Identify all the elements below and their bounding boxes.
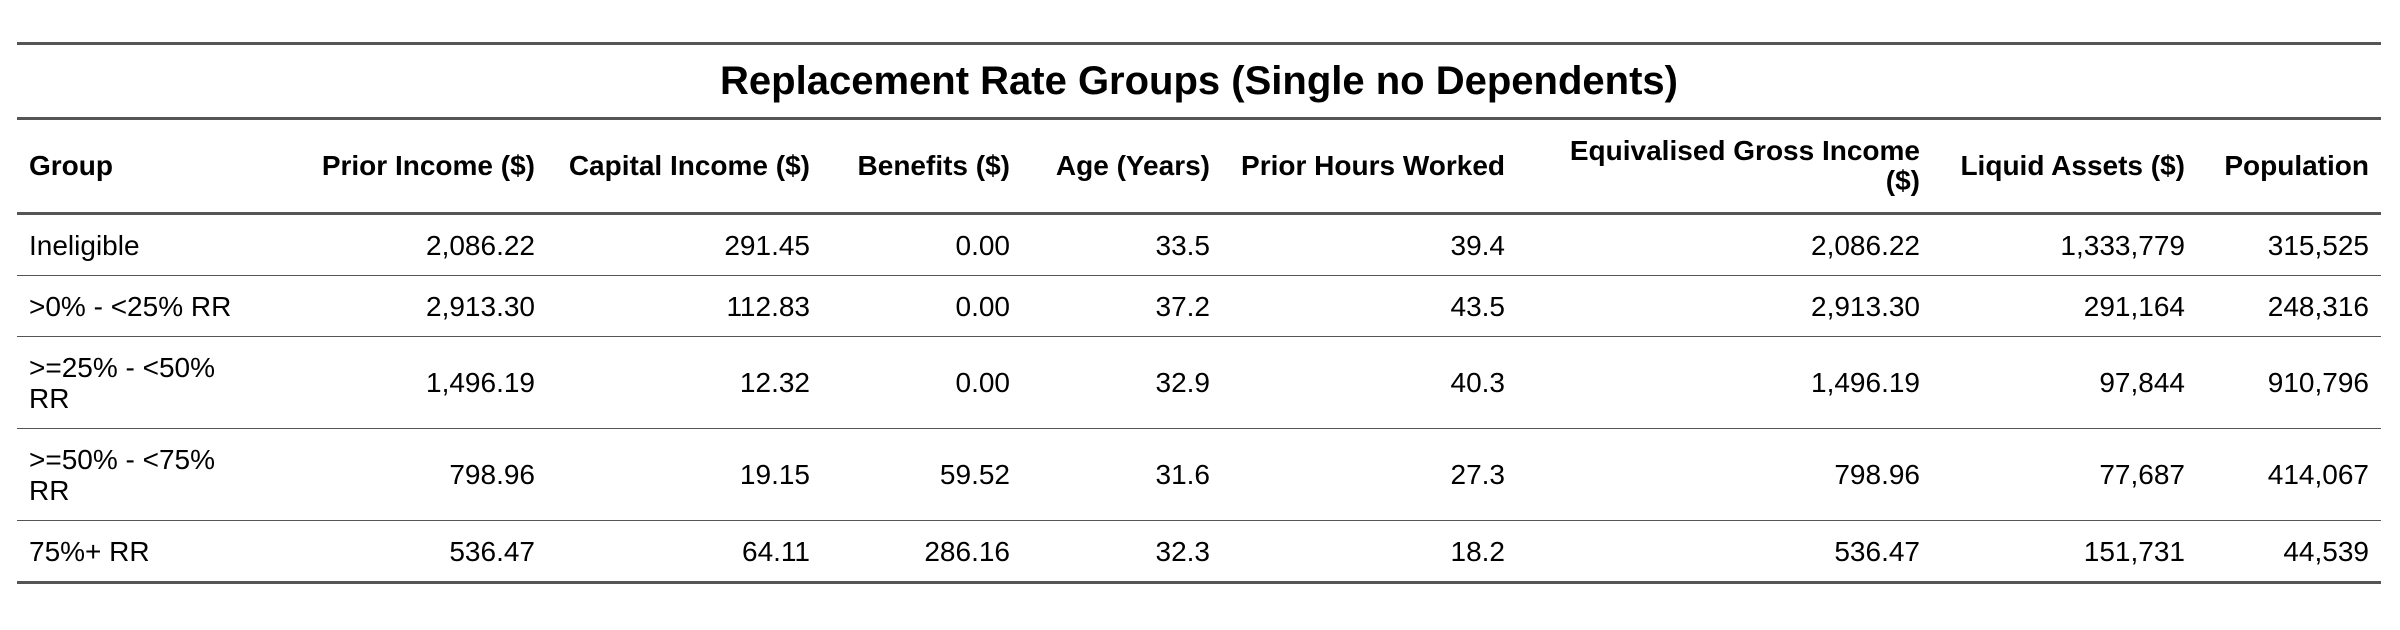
column-header-liquid-assets: Liquid Assets ($) [1932,120,2197,215]
column-header-group: Group [17,120,257,215]
cell-age: 31.6 [1022,428,1222,521]
column-header-population: Population [2197,120,2381,215]
cell-population: 910,796 [2197,336,2381,429]
column-header-prior-hours-worked: Prior Hours Worked [1222,120,1517,215]
cell-benefits: 0.00 [822,336,1022,429]
cell-liquid-assets: 97,844 [1932,336,2197,429]
cell-capital-income: 19.15 [547,428,822,521]
header-row: Group Prior Income ($) Capital Income ($… [17,120,2381,215]
data-table: Replacement Rate Groups (Single no Depen… [17,42,2381,584]
column-header-prior-income: Prior Income ($) [257,120,547,215]
cell-group: >0% - <25% RR [17,275,257,337]
table-row: Ineligible 2,086.22 291.45 0.00 33.5 39.… [17,213,2381,276]
cell-liquid-assets: 151,731 [1932,520,2197,584]
cell-benefits: 0.00 [822,275,1022,337]
cell-population: 414,067 [2197,428,2381,521]
cell-capital-income: 112.83 [547,275,822,337]
cell-group: Ineligible [17,213,257,276]
cell-prior-income: 2,086.22 [257,213,547,276]
cell-prior-hours-worked: 18.2 [1222,520,1517,584]
cell-prior-hours-worked: 39.4 [1222,213,1517,276]
table-row: 75%+ RR 536.47 64.11 286.16 32.3 18.2 53… [17,520,2381,584]
cell-prior-hours-worked: 40.3 [1222,336,1517,429]
replacement-rate-table: Group Prior Income ($) Capital Income ($… [17,120,2381,584]
cell-prior-income: 2,913.30 [257,275,547,337]
cell-prior-hours-worked: 27.3 [1222,428,1517,521]
cell-prior-income: 536.47 [257,520,547,584]
cell-prior-income: 1,496.19 [257,336,547,429]
cell-age: 37.2 [1022,275,1222,337]
cell-capital-income: 12.32 [547,336,822,429]
column-header-benefits: Benefits ($) [822,120,1022,215]
cell-liquid-assets: 1,333,779 [1932,213,2197,276]
cell-group: >=50% - <75% RR [17,428,257,521]
cell-benefits: 286.16 [822,520,1022,584]
cell-prior-income: 798.96 [257,428,547,521]
cell-equivalised-gross-income: 798.96 [1517,428,1932,521]
column-header-equivalised-gross-income: Equivalised Gross Income ($) [1517,120,1932,215]
table-row: >0% - <25% RR 2,913.30 112.83 0.00 37.2 … [17,275,2381,337]
cell-age: 33.5 [1022,213,1222,276]
cell-population: 315,525 [2197,213,2381,276]
cell-equivalised-gross-income: 2,086.22 [1517,213,1932,276]
cell-capital-income: 291.45 [547,213,822,276]
cell-liquid-assets: 77,687 [1932,428,2197,521]
column-header-age: Age (Years) [1022,120,1222,215]
cell-group: >=25% - <50% RR [17,336,257,429]
cell-capital-income: 64.11 [547,520,822,584]
cell-population: 248,316 [2197,275,2381,337]
cell-population: 44,539 [2197,520,2381,584]
cell-benefits: 0.00 [822,213,1022,276]
cell-liquid-assets: 291,164 [1932,275,2197,337]
cell-age: 32.9 [1022,336,1222,429]
cell-age: 32.3 [1022,520,1222,584]
cell-equivalised-gross-income: 1,496.19 [1517,336,1932,429]
cell-prior-hours-worked: 43.5 [1222,275,1517,337]
table-row: >=50% - <75% RR 798.96 19.15 59.52 31.6 … [17,428,2381,521]
table-title: Replacement Rate Groups (Single no Depen… [17,42,2381,120]
cell-benefits: 59.52 [822,428,1022,521]
table-row: >=25% - <50% RR 1,496.19 12.32 0.00 32.9… [17,336,2381,429]
cell-group: 75%+ RR [17,520,257,584]
column-header-capital-income: Capital Income ($) [547,120,822,215]
cell-equivalised-gross-income: 2,913.30 [1517,275,1932,337]
cell-equivalised-gross-income: 536.47 [1517,520,1932,584]
